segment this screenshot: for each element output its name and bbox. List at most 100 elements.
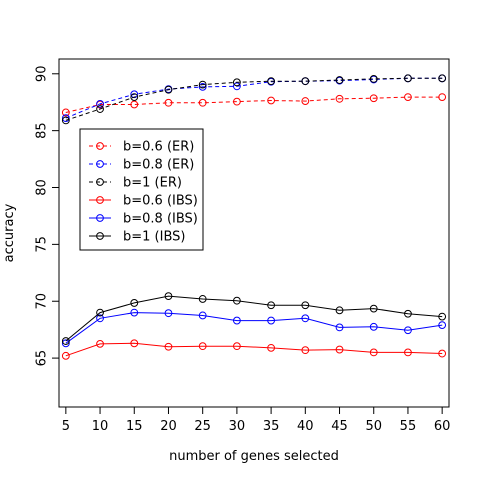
data-point [301,97,310,105]
data-point [301,301,310,310]
series-line [65,312,443,344]
x-tick-label: 10 [92,419,109,434]
data-point [198,82,207,91]
data-point [369,304,378,313]
legend-item: b=1 (IBS) [89,230,185,245]
data-point [267,77,276,86]
data-point [232,97,241,106]
data-point [369,75,378,83]
x-tick-label: 25 [194,419,211,434]
data-point [335,306,344,315]
x-axis-label: number of genes selected [169,449,339,464]
data-point [96,105,104,113]
data-point [96,314,104,323]
data-point [198,311,207,320]
legend-marker [96,142,104,150]
x-tick-label: 40 [297,419,314,434]
data-point [438,74,447,83]
data-point [96,100,104,108]
data-point [232,296,241,305]
y-axis: 65 70 75 80 85 90 [35,66,60,367]
legend-item: b=0.6 (ER) [89,140,194,155]
legend-marker [96,214,104,222]
data-point [130,299,139,307]
data-point [164,85,173,94]
series-3 [61,339,447,360]
data-point [130,93,139,101]
data-point [301,314,310,323]
data-point [232,316,241,325]
data-point [267,301,276,310]
legend-item: b=0.8 (ER) [89,158,194,173]
data-point [61,351,70,360]
data-point [164,342,173,351]
data-point [61,114,70,123]
y-tick-label: 70 [35,293,50,310]
data-point [404,74,412,83]
data-point [164,292,173,301]
legend-item: b=1 (ER) [89,176,182,191]
legend: b=0.6 (ER) b=0.8 (ER) b=1 (ER) b=0.6 (IBS) b… [79,128,204,251]
x-tick-label: 55 [400,419,417,434]
data-point [301,77,310,86]
legend-label: b=0.8 (ER) [123,158,194,173]
data-point [369,322,378,331]
data-point [404,309,412,318]
series-0 [61,93,447,117]
legend-label: b=1 (IBS) [123,230,185,245]
x-axis: 5 10 15 20 25 30 35 40 45 50 55 60 [62,406,451,434]
legend-label: b=1 (ER) [123,176,182,191]
data-point [404,93,412,101]
data-point [335,345,344,354]
data-point [164,98,173,107]
data-point [61,339,70,348]
x-tick-label: 20 [160,419,177,434]
y-tick-label: 80 [35,179,50,196]
series-line [65,96,443,113]
data-point [232,78,241,87]
data-point [267,343,276,352]
data-point [335,76,344,84]
series-layer [61,74,447,360]
series-4 [61,308,447,348]
data-point [96,339,104,348]
x-tick-label: 5 [62,419,70,434]
data-point [267,96,276,105]
x-tick-label: 15 [126,419,143,434]
x-tick-label: 30 [229,419,246,434]
data-point [130,100,139,109]
data-point [232,342,241,351]
y-tick-label: 65 [35,350,50,367]
x-tick-label: 60 [434,419,451,434]
data-point [369,94,378,103]
series-line [65,295,443,342]
data-point [404,326,412,335]
data-point [130,308,139,317]
data-point [438,321,447,330]
data-point [61,108,70,117]
legend-marker [96,196,104,204]
series-line [65,342,443,357]
y-tick-label: 85 [35,122,50,139]
legend-marker [96,160,104,168]
data-point [96,308,104,317]
series-2 [61,74,447,125]
data-point [198,80,207,89]
legend-label: b=0.6 (IBS) [123,194,198,209]
legend-label: b=0.8 (IBS) [123,212,198,227]
legend-item: b=0.6 (IBS) [89,194,198,209]
data-point [335,94,344,103]
data-point [438,349,447,358]
x-tick-label: 45 [331,419,348,434]
legend-item: b=0.8 (IBS) [89,212,198,227]
x-tick-label: 35 [263,419,280,434]
data-point [438,312,447,321]
data-point [232,82,241,91]
data-point [130,90,139,99]
y-tick-label: 75 [35,236,50,253]
data-point [335,323,344,332]
legend-marker [96,178,104,186]
series-line [65,77,443,121]
data-point [267,316,276,325]
